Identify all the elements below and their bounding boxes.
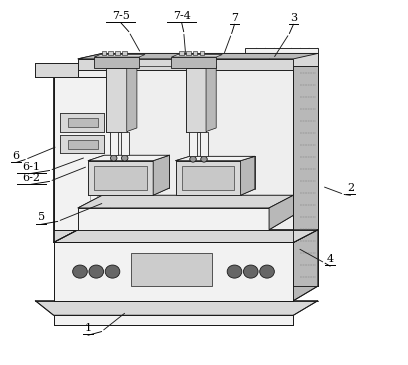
Circle shape [111,155,117,161]
Polygon shape [127,66,137,132]
Polygon shape [60,114,104,132]
Text: 7: 7 [231,12,238,23]
Polygon shape [186,51,191,54]
Polygon shape [179,51,184,54]
Circle shape [122,155,128,161]
Circle shape [201,156,207,162]
Polygon shape [186,68,206,132]
Polygon shape [78,53,318,59]
Polygon shape [269,195,293,230]
Polygon shape [153,155,169,195]
Text: 1: 1 [84,323,92,333]
Polygon shape [122,51,127,54]
Polygon shape [269,53,318,66]
Polygon shape [175,161,241,195]
Polygon shape [35,301,318,315]
Text: 6-1: 6-1 [22,162,40,172]
Polygon shape [193,51,197,54]
Text: 5: 5 [38,212,45,223]
Polygon shape [88,155,169,161]
Polygon shape [189,132,197,156]
Polygon shape [88,161,153,195]
Text: 4: 4 [326,254,334,264]
Polygon shape [171,57,216,68]
Circle shape [105,265,120,278]
Polygon shape [182,166,235,190]
Polygon shape [200,51,204,54]
Polygon shape [78,59,293,70]
Polygon shape [110,132,118,155]
Polygon shape [206,66,216,132]
Circle shape [190,156,196,162]
Polygon shape [175,156,255,161]
Polygon shape [171,54,222,57]
Polygon shape [94,57,139,68]
Polygon shape [241,156,255,195]
Polygon shape [35,62,78,77]
Circle shape [227,265,242,278]
Text: 7-4: 7-4 [173,11,191,21]
Polygon shape [78,208,269,230]
Polygon shape [293,66,318,286]
Polygon shape [245,48,318,53]
Polygon shape [94,166,147,190]
Polygon shape [109,51,113,54]
Polygon shape [121,132,129,155]
Circle shape [244,265,258,278]
Polygon shape [68,118,98,127]
Polygon shape [78,66,318,230]
Polygon shape [293,230,318,301]
Polygon shape [200,132,208,156]
Polygon shape [102,51,106,54]
Text: 2: 2 [347,183,354,193]
Text: 3: 3 [290,12,297,23]
Polygon shape [139,59,171,66]
Circle shape [260,265,274,278]
Polygon shape [94,54,145,57]
Polygon shape [106,68,127,132]
Polygon shape [115,51,120,54]
Polygon shape [68,139,98,149]
Text: 7-5: 7-5 [112,11,130,21]
Polygon shape [53,315,293,325]
Polygon shape [53,242,293,301]
Polygon shape [53,230,318,242]
Polygon shape [53,66,78,242]
Text: 6-2: 6-2 [22,173,40,182]
Polygon shape [78,195,293,208]
Polygon shape [131,253,212,286]
Circle shape [73,265,87,278]
Polygon shape [60,135,104,153]
Polygon shape [53,77,111,230]
Circle shape [89,265,104,278]
Text: 6: 6 [13,151,20,161]
